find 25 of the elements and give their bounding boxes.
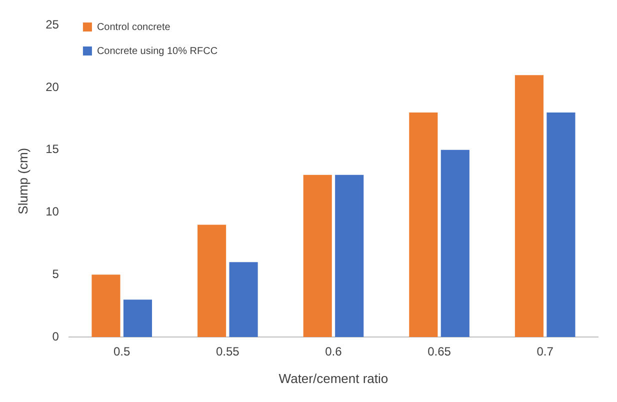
x-axis-title: Water/cement ratio bbox=[278, 370, 388, 386]
bar bbox=[546, 112, 576, 337]
y-tick-label: 15 bbox=[46, 142, 60, 156]
y-tick-label: 20 bbox=[46, 80, 60, 94]
y-axis-title: Slump (cm) bbox=[15, 148, 30, 214]
bar bbox=[92, 274, 120, 337]
bar bbox=[514, 75, 544, 337]
bar bbox=[409, 112, 438, 337]
y-tick-label: 10 bbox=[46, 204, 60, 219]
x-tick-label: 0.7 bbox=[536, 344, 554, 359]
y-tick-label: 25 bbox=[46, 18, 60, 32]
bar bbox=[335, 174, 364, 337]
x-tick-label: 0.65 bbox=[428, 344, 452, 359]
x-tick-label: 0.5 bbox=[114, 344, 131, 359]
bar bbox=[229, 262, 258, 337]
x-tick-label: 0.55 bbox=[216, 344, 240, 359]
bar bbox=[198, 224, 226, 337]
y-tick-label: 0 bbox=[52, 329, 60, 344]
bar bbox=[123, 300, 152, 337]
legend-label: Concrete using 10% RFCC bbox=[96, 46, 218, 57]
y-tick-label: 5 bbox=[52, 266, 60, 281]
x-tick-label: 0.6 bbox=[325, 344, 342, 359]
bar bbox=[303, 174, 332, 337]
bar bbox=[440, 150, 470, 337]
legend-label: Control concrete bbox=[96, 22, 171, 33]
